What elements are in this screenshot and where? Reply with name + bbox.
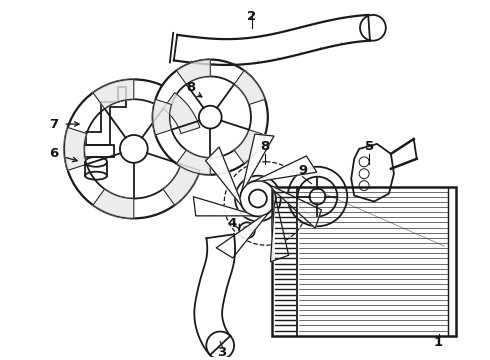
Circle shape xyxy=(153,59,268,175)
Text: 8: 8 xyxy=(186,81,195,94)
Polygon shape xyxy=(163,93,200,134)
Text: 6: 6 xyxy=(49,147,58,160)
Polygon shape xyxy=(216,213,269,258)
Polygon shape xyxy=(234,71,265,104)
Circle shape xyxy=(235,176,281,221)
Text: 4: 4 xyxy=(227,217,237,230)
Polygon shape xyxy=(176,150,210,175)
Polygon shape xyxy=(163,164,200,205)
Polygon shape xyxy=(242,134,274,190)
Polygon shape xyxy=(234,130,265,164)
Text: 2: 2 xyxy=(247,10,256,23)
Circle shape xyxy=(239,222,255,238)
Text: 3: 3 xyxy=(218,346,227,359)
Text: 5: 5 xyxy=(365,140,374,153)
Text: 7: 7 xyxy=(49,118,58,131)
Circle shape xyxy=(240,181,276,216)
Polygon shape xyxy=(206,147,242,206)
Polygon shape xyxy=(93,80,134,109)
Polygon shape xyxy=(194,197,253,216)
Polygon shape xyxy=(270,185,321,228)
Circle shape xyxy=(64,80,203,219)
Text: 1: 1 xyxy=(434,336,443,349)
Polygon shape xyxy=(254,156,317,181)
Polygon shape xyxy=(153,99,172,135)
Polygon shape xyxy=(270,199,289,262)
Circle shape xyxy=(206,332,234,359)
Polygon shape xyxy=(64,127,87,170)
Polygon shape xyxy=(176,59,210,84)
Text: 9: 9 xyxy=(298,164,307,177)
Text: 8: 8 xyxy=(260,140,270,153)
Circle shape xyxy=(288,167,347,226)
Polygon shape xyxy=(93,189,134,219)
